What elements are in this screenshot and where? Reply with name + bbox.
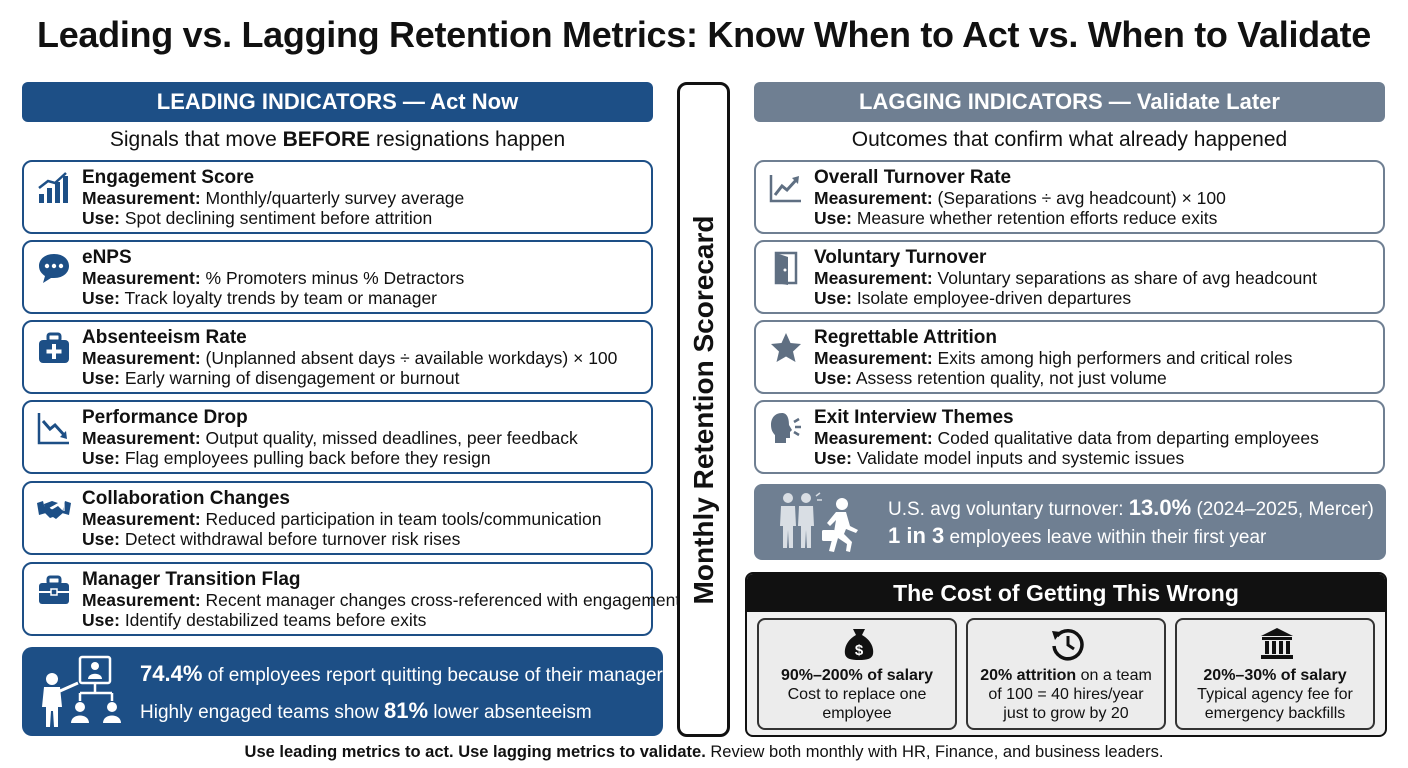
scorecard-label: Monthly Retention Scorecard (687, 215, 719, 604)
lagging-stat-line2: 1 in 3 employees leave within their firs… (888, 523, 1267, 548)
leading-subtitle: Signals that move BEFORE resignations ha… (109, 128, 566, 151)
card-use: Use: Assess retention quality, not just … (814, 368, 1167, 388)
card-title: Engagement Score (82, 167, 255, 188)
people-leaving-icon (780, 492, 858, 552)
cost-box-line3: emergency backfills (1204, 705, 1346, 722)
lagging-card-regrettable-attrition: Regrettable Attrition Measurement: Exits… (754, 320, 1385, 394)
cost-header: The Cost of Getting This Wrong (747, 574, 1385, 612)
leading-card-collaboration: Collaboration Changes Measurement: Reduc… (22, 481, 653, 555)
card-measurement: Measurement: % Promoters minus % Detract… (82, 268, 465, 288)
card-use: Use: Detect withdrawal before turnover r… (82, 529, 461, 549)
org-chart-presenter-icon (42, 655, 121, 727)
card-title: Performance Drop (82, 407, 248, 428)
card-use: Use: Flag employees pulling back before … (82, 448, 491, 468)
leading-header: LEADING INDICATORS — Act Now (22, 82, 653, 122)
trend-down-icon (37, 413, 69, 445)
medical-kit-icon (39, 332, 69, 363)
bar-chart-icon (38, 172, 68, 203)
leading-stat-line1: 74.4% of employees report quitting becau… (140, 661, 663, 686)
chat-bubble-icon (39, 254, 69, 283)
cost-box-line1: 20%–30% of salary (1203, 667, 1347, 684)
card-title: Voluntary Turnover (814, 247, 987, 268)
card-title: Regrettable Attrition (814, 327, 997, 348)
card-measurement: Measurement: Output quality, missed dead… (82, 428, 578, 448)
footer-note: Use leading metrics to act. Use lagging … (244, 743, 1164, 761)
door-icon (774, 251, 798, 285)
cost-box-line3: employee (822, 705, 892, 722)
card-use: Use: Measure whether retention efforts r… (814, 208, 1218, 228)
lagging-header: LAGGING INDICATORS — Validate Later (754, 82, 1385, 122)
lagging-card-overall-turnover: Overall Turnover Rate Measurement: (Sepa… (754, 160, 1385, 234)
star-icon (771, 333, 801, 362)
card-measurement: Measurement: Exits among high performers… (814, 348, 1293, 368)
lagging-subtitle: Outcomes that confirm what already happe… (851, 128, 1288, 151)
cost-box-line2: Typical agency fee for (1197, 686, 1353, 703)
leading-stat-line2: Highly engaged teams show 81% lower abse… (140, 698, 592, 723)
card-title: Manager Transition Flag (82, 569, 301, 590)
card-measurement: Measurement: Reduced participation in te… (82, 509, 602, 529)
cost-box-agency-fee: 20%–30% of salary Typical agency fee for… (1175, 618, 1375, 730)
page-title: Leading vs. Lagging Retention Metrics: K… (37, 14, 1371, 55)
card-title: Collaboration Changes (82, 488, 290, 509)
money-bag-icon: $ (844, 629, 874, 660)
card-use: Use: Track loyalty trends by team or man… (82, 288, 438, 308)
card-use: Use: Isolate employee-driven departures (814, 288, 1132, 308)
leading-card-absenteeism: Absenteeism Rate Measurement: (Unplanned… (22, 320, 653, 394)
card-measurement: Measurement: (Separations ÷ avg headcoun… (814, 188, 1226, 208)
cost-panel: The Cost of Getting This Wrong $ 90%–200… (745, 572, 1387, 737)
leading-card-engagement: Engagement Score Measurement: Monthly/qu… (22, 160, 653, 234)
lagging-stat-panel: U.S. avg voluntary turnover: 13.0% (2024… (754, 484, 1386, 560)
card-title: Absenteeism Rate (82, 327, 247, 348)
cost-box-line2: of 100 = 40 hires/year (988, 686, 1144, 703)
card-use: Use: Identify destabilized teams before … (82, 610, 427, 630)
lagging-card-voluntary-turnover: Voluntary Turnover Measurement: Voluntar… (754, 240, 1385, 314)
card-title: eNPS (82, 247, 132, 268)
lagging-stat-line1: U.S. avg voluntary turnover: 13.0% (2024… (888, 495, 1374, 520)
card-title: Overall Turnover Rate (814, 167, 1012, 188)
cost-box-line1: 20% attrition on a team (980, 667, 1152, 684)
handshake-icon (37, 501, 71, 519)
card-measurement: Measurement: Voluntary separations as sh… (814, 268, 1317, 288)
cost-box-line1: 90%–200% of salary (780, 667, 934, 684)
card-measurement: Measurement: Monthly/quarterly survey av… (82, 188, 465, 208)
leading-card-performance: Performance Drop Measurement: Output qua… (22, 400, 653, 474)
cost-box-replacement: $ 90%–200% of salary Cost to replace one… (757, 618, 957, 730)
card-measurement: Measurement: (Unplanned absent days ÷ av… (82, 348, 618, 368)
cost-box-line3: just to grow by 20 (1003, 705, 1129, 722)
trend-up-icon (769, 175, 801, 203)
card-use: Use: Validate model inputs and systemic … (814, 448, 1185, 468)
card-measurement: Measurement: Coded qualitative data from… (814, 428, 1319, 448)
history-clock-icon (1052, 628, 1084, 661)
lagging-card-exit-interview: Exit Interview Themes Measurement: Coded… (754, 400, 1385, 474)
leading-card-manager-transition: Manager Transition Flag Measurement: Rec… (22, 562, 681, 636)
card-title: Exit Interview Themes (814, 407, 1014, 428)
card-measurement: Measurement: Recent manager changes cros… (82, 590, 681, 610)
bank-icon (1261, 628, 1293, 659)
speaking-head-icon (771, 413, 801, 443)
leading-card-enps: eNPS Measurement: % Promoters minus % De… (22, 240, 653, 314)
briefcase-icon (39, 575, 69, 604)
leading-stat-panel: 74.4% of employees report quitting becau… (22, 647, 663, 736)
cost-box-line2: Cost to replace one (787, 686, 927, 703)
scorecard-divider: Monthly Retention Scorecard (677, 82, 730, 737)
card-use: Use: Spot declining sentiment before att… (82, 208, 433, 228)
svg-text:$: $ (855, 642, 864, 659)
card-use: Use: Early warning of disengagement or b… (82, 368, 460, 388)
cost-box-attrition: 20% attrition on a team of 100 = 40 hire… (966, 618, 1166, 730)
